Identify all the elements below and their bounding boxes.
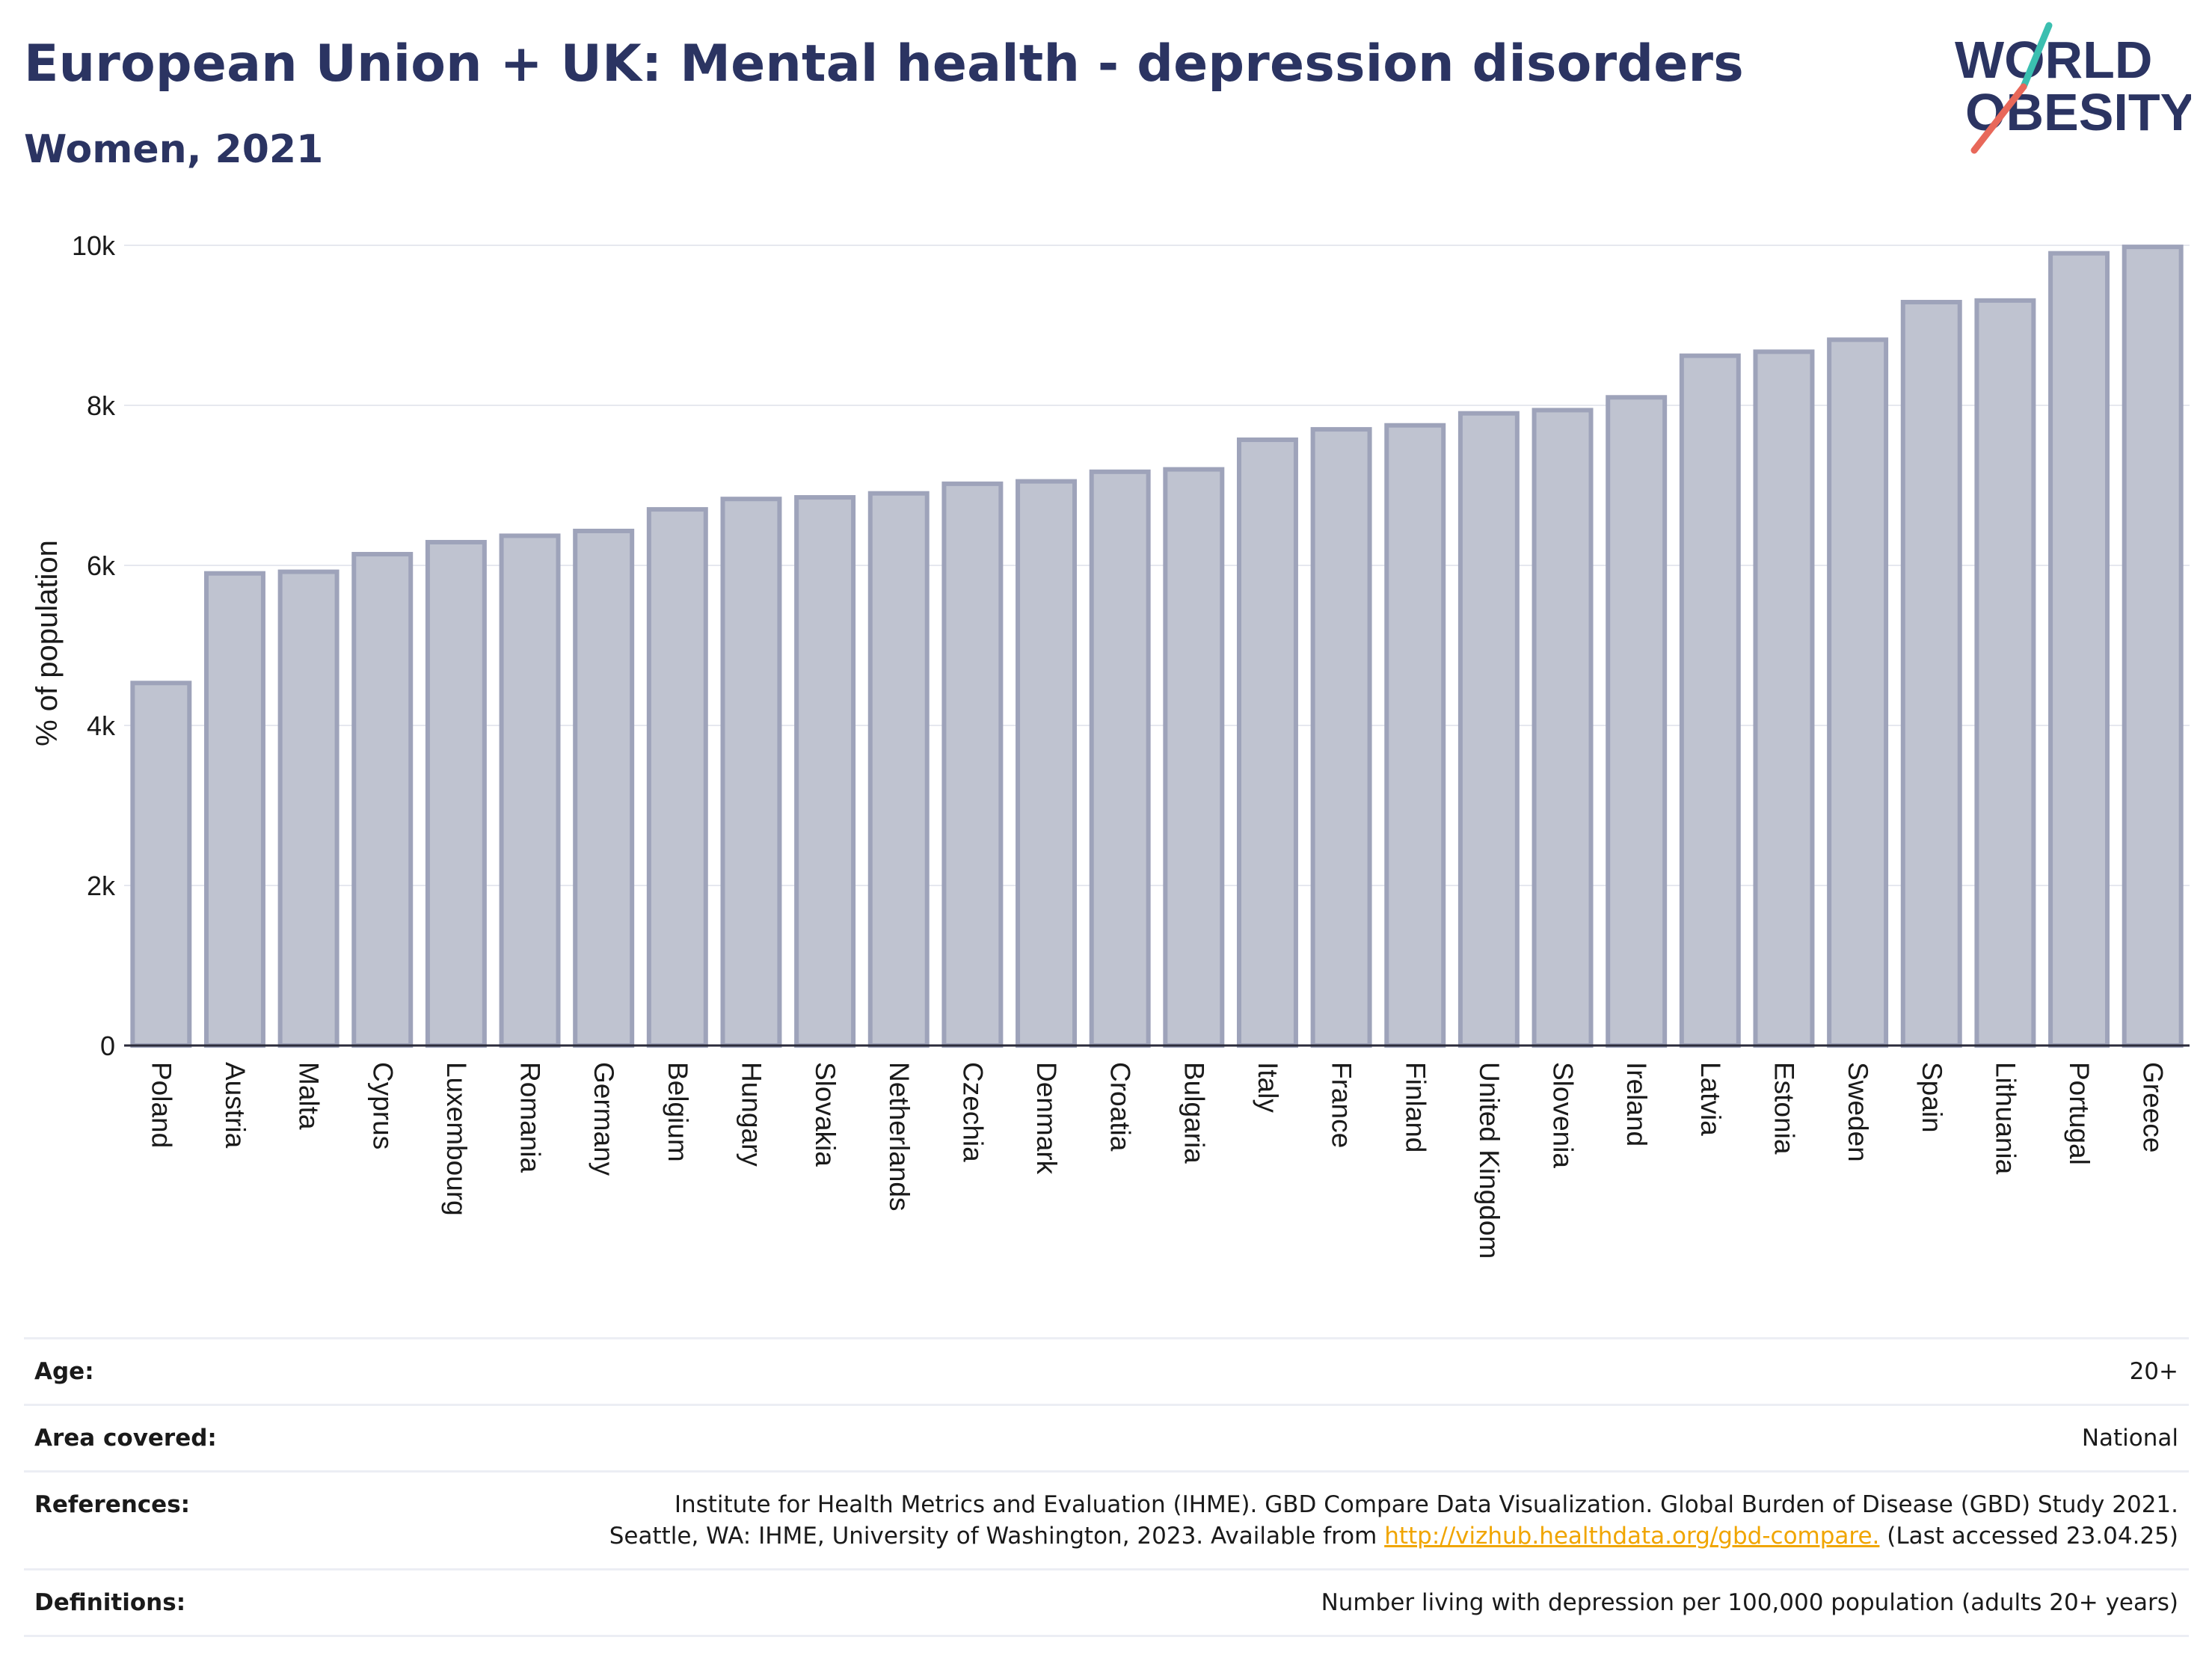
x-tick-label: Finland [1400,1062,1431,1152]
area-covered-label: Area covered: [24,1404,494,1473]
x-tick-label: Slovakia [810,1062,841,1167]
bar[interactable] [1236,437,1298,1048]
x-tick-label: Sweden [1843,1062,1873,1162]
bar[interactable] [1089,469,1151,1048]
bar[interactable] [646,507,708,1048]
x-tick-label: Malta [294,1062,325,1130]
bar[interactable] [1827,337,1889,1048]
references-line2-after: (Last accessed 23.04.25) [1887,1523,2178,1550]
chart-title: European Union + UK: Mental health - dep… [24,34,1744,93]
bar[interactable] [794,495,856,1048]
x-tick-label: Netherlands [884,1062,915,1212]
x-tick-label: United Kingdom [1474,1062,1505,1259]
x-tick-label: Italy [1253,1062,1283,1113]
x-tick-label: Ireland [1621,1062,1652,1146]
bar[interactable] [867,491,930,1048]
x-tick-label: Greece [2138,1062,2169,1152]
bar[interactable] [2122,245,2184,1048]
logo-slash-teal [2020,22,2053,90]
x-tick-labels: Poland Austria Malta Cyprus Luxembourg Romani… [146,1062,2168,1259]
bar[interactable] [277,569,340,1048]
y-tick-label: 0 [100,1031,115,1061]
chart-subtitle: Women, 2021 [24,127,324,172]
x-tick-label: Luxembourg [441,1062,472,1216]
bar[interactable] [573,528,635,1048]
info-row-definitions: Definitions: Number living with depressi… [24,1568,2189,1637]
bar[interactable] [1900,299,1962,1048]
x-tick-label: Poland [146,1062,176,1148]
references-line1: Institute for Health Metrics and Evaluat… [674,1491,2178,1518]
definitions-value: Number living with depression per 100,00… [494,1568,2189,1637]
world-obesity-logo: WORLD OBESITY [1955,22,2191,154]
logo-word-world: WORLD [1955,31,2152,89]
references-line2-before: Seattle, WA: IHME, University of Washing… [609,1523,1377,1550]
bar[interactable] [499,533,561,1048]
y-tick-label: 10k [72,230,116,261]
bar[interactable] [941,481,1004,1048]
y-tick-label: 8k [87,390,116,421]
bar[interactable] [1531,408,1594,1048]
x-tick-label: Slovenia [1548,1062,1579,1168]
info-table: Age: 20+ Area covered: National Referenc… [24,1337,2189,1637]
x-tick-label: Austria [220,1062,251,1149]
x-tick-label: Estonia [1769,1062,1799,1155]
x-tick-label: Spain [1917,1062,1947,1133]
y-tick-labels: 0 2k 4k 6k 8k 10k [72,230,116,1061]
bars [130,245,2184,1048]
x-tick-label: Croatia [1105,1062,1136,1152]
y-tick-label: 6k [87,550,116,581]
x-tick-label: Czechia [957,1062,988,1162]
info-row-area: Area covered: National [24,1404,2189,1473]
age-value: 20+ [494,1337,2189,1406]
bar[interactable] [2048,251,2110,1048]
bar[interactable] [1163,467,1225,1048]
bar[interactable] [1974,298,2036,1048]
x-tick-label: Lithuania [1990,1062,2021,1175]
bar[interactable] [1753,349,1815,1048]
x-tick-label: Latvia [1695,1062,1726,1136]
x-tick-label: France [1327,1062,1357,1148]
references-value: Institute for Health Metrics and Evaluat… [494,1470,2189,1570]
x-tick-label: Portugal [2064,1062,2095,1165]
bar[interactable] [130,681,192,1048]
definitions-label: Definitions: [24,1568,494,1637]
age-label: Age: [24,1337,494,1406]
x-tick-label: Denmark [1031,1062,1062,1175]
y-tick-label: 2k [87,871,116,901]
bar[interactable] [203,571,265,1048]
bar[interactable] [1457,411,1520,1048]
bar[interactable] [1679,353,1741,1048]
y-axis-label: % of population [31,540,64,746]
x-tick-label: Cyprus [367,1062,398,1149]
bar[interactable] [1016,479,1078,1048]
references-label: References: [24,1470,494,1570]
info-row-references: References: Institute for Health Metrics… [24,1470,2189,1570]
x-tick-label: Bulgaria [1179,1062,1209,1164]
x-tick-label: Belgium [663,1062,693,1162]
bar[interactable] [1606,395,1668,1048]
references-link[interactable]: http://vizhub.healthdata.org/gbd-compare… [1384,1523,1880,1550]
logo-slash-red [1970,83,2027,154]
bar[interactable] [1384,423,1446,1048]
bar[interactable] [425,539,487,1048]
bar[interactable] [1310,427,1372,1048]
area-covered-value: National [494,1404,2189,1473]
bar[interactable] [351,552,414,1048]
x-tick-label: Hungary [736,1062,766,1167]
x-tick-label: Germany [589,1062,619,1176]
bar[interactable] [720,497,782,1048]
y-tick-label: 4k [87,710,116,741]
x-tick-label: Romania [515,1062,546,1173]
info-row-age: Age: 20+ [24,1337,2189,1406]
bar-chart: % of population 0 2k 4k 6k 8k 10k Poland Austr… [31,230,2190,1259]
